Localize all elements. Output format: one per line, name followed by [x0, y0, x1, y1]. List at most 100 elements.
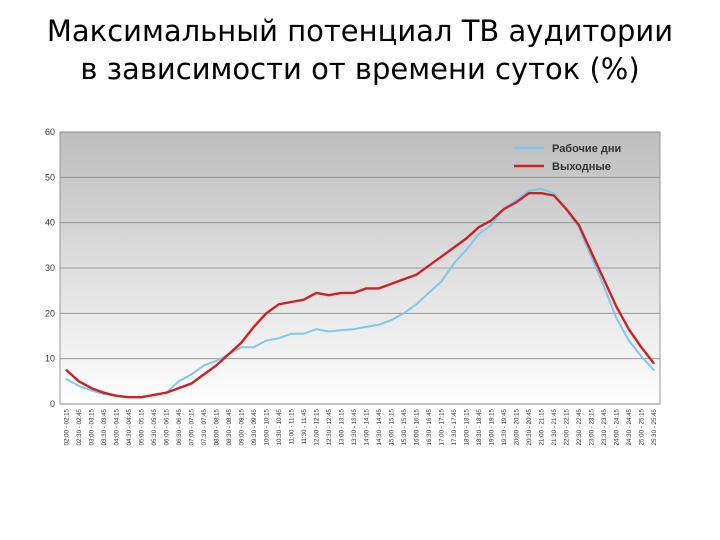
data-point — [302, 298, 305, 301]
data-point — [340, 292, 343, 294]
data-point — [565, 208, 568, 210]
data-point — [152, 394, 155, 396]
data-point — [640, 355, 643, 358]
data-point — [627, 328, 630, 331]
legend-item: Выходные — [514, 161, 611, 173]
data-point — [277, 303, 280, 306]
data-point — [440, 255, 443, 258]
data-point — [252, 326, 255, 328]
x-tick-label: 16:00 - 16:15 — [413, 408, 420, 445]
legend-label: Выходные — [552, 161, 611, 173]
data-point — [452, 262, 455, 265]
x-tick-label: 03:00 - 03:15 — [88, 408, 95, 445]
x-tick-label: 17:00 - 17:15 — [438, 408, 445, 445]
x-tick-label: 18:30 - 18:45 — [476, 408, 483, 445]
y-tick-label: 10 — [45, 354, 55, 364]
x-tick-label: 04:30 - 04:45 — [126, 408, 133, 445]
data-point — [515, 199, 518, 201]
data-point — [502, 208, 505, 210]
data-point — [552, 194, 555, 197]
data-point — [127, 396, 130, 399]
data-point — [315, 292, 318, 294]
data-point — [652, 369, 655, 371]
data-point — [240, 346, 243, 349]
data-point — [477, 233, 480, 235]
x-tick-label: 25:30 - 25:45 — [651, 408, 658, 445]
data-point — [477, 226, 480, 229]
data-point — [602, 278, 605, 281]
y-tick-label: 40 — [45, 218, 55, 228]
data-point — [290, 301, 293, 303]
x-tick-label: 09:00 - 09:15 — [238, 408, 245, 445]
x-tick-label: 07:00 - 07:15 — [188, 408, 195, 445]
x-tick-label: 14:30 - 14:45 — [376, 408, 383, 445]
x-tick-label: 21:30 - 21:45 — [551, 408, 558, 445]
data-point — [190, 382, 193, 385]
data-point — [527, 190, 530, 192]
data-point — [540, 192, 543, 195]
data-point — [102, 391, 105, 394]
data-point — [640, 346, 643, 349]
data-point — [202, 373, 205, 376]
chart-svg: 0 10 20 30 40 50 60 02:00 - 02:15 02:30 - 02:45… — [45, 127, 661, 445]
data-point — [377, 287, 380, 290]
x-tick-label: 19:30 - 19:45 — [501, 408, 508, 445]
data-point — [177, 380, 180, 383]
x-tick-label: 06:00 - 06:15 — [163, 408, 170, 445]
title-line-1: Максимальный потенциал ТВ аудитории — [46, 14, 674, 48]
x-tick-label: 03:30 - 03:45 — [101, 408, 108, 445]
data-point — [590, 251, 593, 254]
data-point — [590, 255, 593, 258]
data-point — [215, 364, 218, 367]
x-tick-label: 08:30 - 08:45 — [226, 408, 233, 445]
data-point — [277, 337, 280, 340]
data-point — [427, 264, 430, 267]
y-tick-label: 20 — [45, 308, 55, 318]
data-point — [227, 353, 230, 355]
x-tick-label: 12:00 - 12:15 — [313, 408, 320, 445]
data-point — [415, 273, 418, 276]
data-point — [327, 330, 330, 333]
x-tick-label: 06:30 - 06:45 — [176, 408, 183, 445]
data-point — [552, 192, 555, 195]
data-point — [515, 201, 518, 204]
data-point — [352, 292, 355, 294]
x-tick-label: 15:30 - 15:45 — [401, 408, 408, 445]
data-point — [540, 187, 543, 190]
data-point — [90, 387, 93, 389]
data-point — [77, 380, 80, 383]
data-point — [577, 224, 580, 226]
x-tick-label: 20:30 - 20:45 — [526, 408, 533, 445]
legend-item: Рабочие дни — [514, 143, 621, 155]
data-point — [377, 323, 380, 326]
data-point — [452, 246, 455, 249]
data-point — [652, 362, 655, 365]
data-point — [90, 389, 93, 392]
x-tick-label: 20:00 - 20:15 — [513, 408, 520, 445]
data-point — [265, 312, 268, 315]
data-point — [327, 294, 330, 297]
x-tick-label: 16:30 - 16:45 — [426, 408, 433, 445]
data-point — [365, 287, 368, 290]
data-point — [215, 360, 218, 362]
x-tick-label: 23:30 - 23:45 — [601, 408, 608, 445]
data-point — [390, 283, 393, 285]
x-tick-label: 25:00 - 25:15 — [638, 408, 645, 445]
data-point — [527, 192, 530, 195]
legend-label: Рабочие дни — [552, 143, 621, 155]
data-point — [265, 339, 268, 342]
data-point — [252, 346, 255, 349]
data-point — [77, 385, 80, 387]
data-point — [390, 319, 393, 321]
x-tick-label: 04:00 - 04:15 — [113, 408, 120, 445]
data-point — [627, 339, 630, 342]
data-point — [190, 373, 193, 376]
x-tick-label: 24:00 - 24:15 — [613, 408, 620, 445]
x-tick-label: 15:00 - 15:15 — [388, 408, 395, 445]
x-tick-label: 11:00 - 11:15 — [288, 408, 295, 444]
data-point — [490, 224, 493, 226]
x-tick-label: 05:00 - 05:15 — [138, 408, 145, 445]
data-point — [65, 378, 68, 380]
data-point — [352, 328, 355, 331]
data-point — [465, 249, 468, 251]
